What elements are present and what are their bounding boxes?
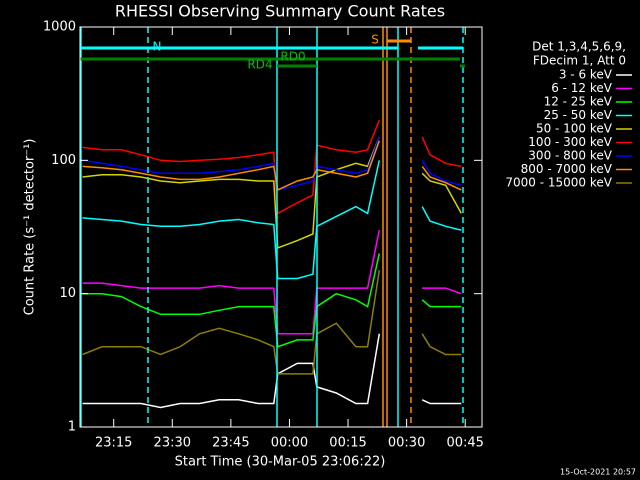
x-axis-label: Start Time (30-Mar-05 23:06:22) xyxy=(175,455,386,470)
y-axis-label: Count Rate (s⁻¹ detector⁻¹) xyxy=(23,139,38,316)
x-tick-label: 23:30 xyxy=(154,436,191,451)
plot-frame xyxy=(79,26,483,428)
chart-title: RHESSI Observing Summary Count Rates xyxy=(115,2,445,21)
series-line xyxy=(82,270,462,375)
series-line xyxy=(82,333,462,409)
legend-label: 6 - 12 keV xyxy=(551,81,613,95)
x-tick-label: 23:45 xyxy=(212,436,249,451)
x-tick-label: 00:00 xyxy=(271,436,308,451)
series-line xyxy=(82,136,462,250)
annotation: S xyxy=(371,33,379,47)
series-line xyxy=(82,136,462,191)
annotation: RD4 xyxy=(247,58,272,72)
x-tick-label: 00:30 xyxy=(388,436,425,451)
series-line xyxy=(82,253,462,348)
annotation: RD0 xyxy=(280,50,305,64)
y-tick-label: 100 xyxy=(51,153,76,168)
series-line xyxy=(82,229,462,335)
legend-header: FDecim 1, Att 0 xyxy=(533,54,626,68)
series-line xyxy=(82,160,462,280)
y-tick-label: 1 xyxy=(68,420,76,435)
legend-label: 25 - 50 keV xyxy=(544,108,613,122)
y-tick-label: 1000 xyxy=(43,20,76,35)
legend-label: 12 - 25 keV xyxy=(544,95,613,109)
annotation: N xyxy=(153,40,162,54)
legend-label: 800 - 7000 keV xyxy=(521,162,613,176)
y-tick-label: 10 xyxy=(59,286,76,301)
series-line xyxy=(82,119,462,215)
legend-label: 300 - 800 keV xyxy=(528,149,612,163)
series-line xyxy=(82,140,462,191)
legend-label: 50 - 100 keV xyxy=(536,122,613,136)
legend-label: 3 - 6 keV xyxy=(559,68,613,82)
footer: 15-Oct-2021 20:57 xyxy=(560,468,636,477)
legend-label: 100 - 300 keV xyxy=(528,135,612,149)
legend-header: Det 1,3,4,5,6,9, xyxy=(532,40,626,54)
x-tick-label: 23:15 xyxy=(95,436,132,451)
x-tick-label: 00:45 xyxy=(446,436,483,451)
legend-label: 7000 - 15000 keV xyxy=(505,176,612,190)
x-tick-label: 00:15 xyxy=(329,436,366,451)
